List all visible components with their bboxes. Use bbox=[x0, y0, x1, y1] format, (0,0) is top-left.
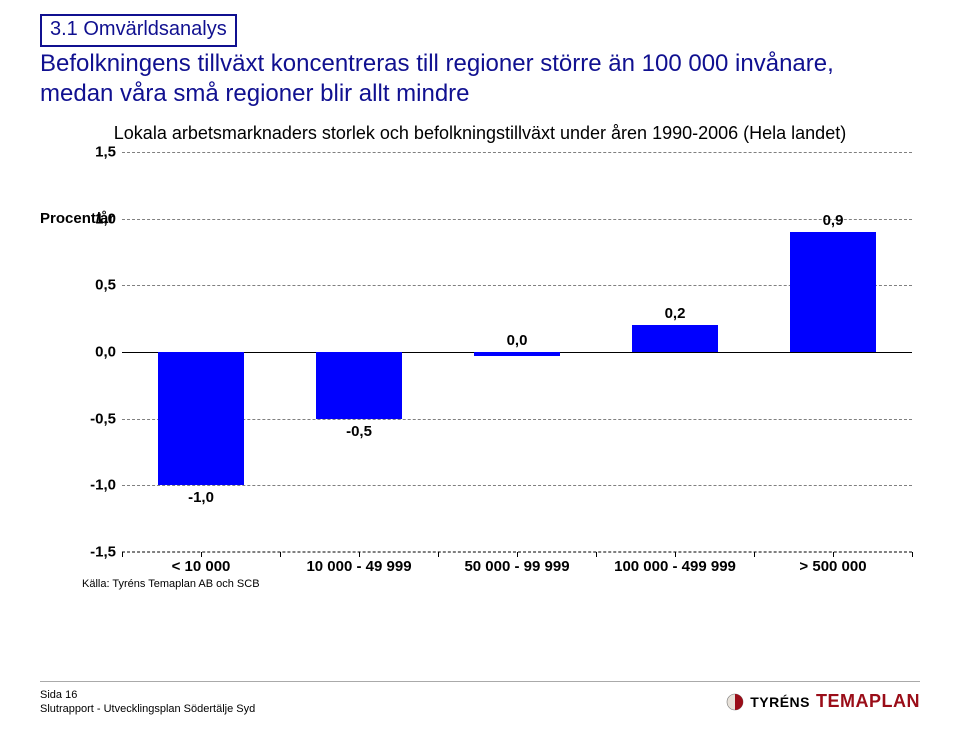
page-footer: Sida 16 Slutrapport - Utvecklingsplan Sö… bbox=[40, 681, 920, 732]
y-tick-label: -1,0 bbox=[76, 477, 116, 494]
section-tag-box: 3.1 Omvärldsanalys bbox=[40, 14, 237, 47]
x-axis-label: 10 000 - 49 999 bbox=[306, 558, 411, 575]
headline: Befolkningens tillväxt koncentreras till… bbox=[40, 49, 880, 109]
chart-plot: 1,51,00,50,0-0,5-1,0-1,5-1,0-0,50,00,20,… bbox=[122, 152, 912, 552]
bar bbox=[316, 352, 403, 419]
footer-page: Sida 16 bbox=[40, 689, 77, 701]
x-axis-label: > 500 000 bbox=[799, 558, 866, 575]
x-axis-label: < 10 000 bbox=[172, 558, 231, 575]
section-tag: 3.1 Omvärldsanalys bbox=[50, 18, 227, 40]
bar bbox=[632, 325, 719, 352]
gridline bbox=[122, 485, 912, 486]
x-axis-labels: < 10 000 10 000 - 49 999 50 000 - 99 999 10… bbox=[122, 552, 912, 576]
y-tick-label: 0,5 bbox=[76, 277, 116, 294]
footer-doc: Slutrapport - Utvecklingsplan Södertälje… bbox=[40, 703, 255, 715]
bar-value-label: -0,5 bbox=[346, 423, 372, 440]
y-tick-label: 0,0 bbox=[76, 344, 116, 361]
bar-value-label: 0,0 bbox=[507, 332, 528, 349]
bar-value-label: 0,9 bbox=[823, 212, 844, 229]
bar bbox=[158, 352, 245, 485]
bar bbox=[790, 232, 877, 352]
footer-brand: TYRÉNS TEMAPLAN bbox=[726, 690, 920, 713]
bar bbox=[474, 352, 561, 356]
bar-value-label: -1,0 bbox=[188, 489, 214, 506]
gridline bbox=[122, 219, 912, 220]
brand-name-2: TEMAPLAN bbox=[816, 690, 920, 713]
brand-name-1: TYRÉNS bbox=[750, 693, 810, 711]
y-tick-label: -0,5 bbox=[76, 410, 116, 427]
chart-title: Lokala arbetsmarknaders storlek och befo… bbox=[40, 123, 920, 144]
brand-logo-icon bbox=[726, 693, 744, 711]
chart-source: Källa: Tyréns Temaplan AB och SCB bbox=[82, 578, 920, 590]
bar-value-label: 0,2 bbox=[665, 305, 686, 322]
x-axis-label: 100 000 - 499 999 bbox=[614, 558, 736, 575]
page: 3.1 Omvärldsanalys Befolkningens tillväx… bbox=[0, 0, 960, 742]
x-axis-label: 50 000 - 99 999 bbox=[464, 558, 569, 575]
chart-area: 1,51,00,50,0-0,5-1,0-1,5-1,0-0,50,00,20,… bbox=[122, 152, 912, 552]
y-tick-label: 1,0 bbox=[76, 210, 116, 227]
footer-left: Sida 16 Slutrapport - Utvecklingsplan Sö… bbox=[40, 688, 255, 717]
gridline bbox=[122, 152, 912, 153]
y-tick-label: -1,5 bbox=[76, 544, 116, 561]
y-tick-label: 1,5 bbox=[76, 144, 116, 161]
